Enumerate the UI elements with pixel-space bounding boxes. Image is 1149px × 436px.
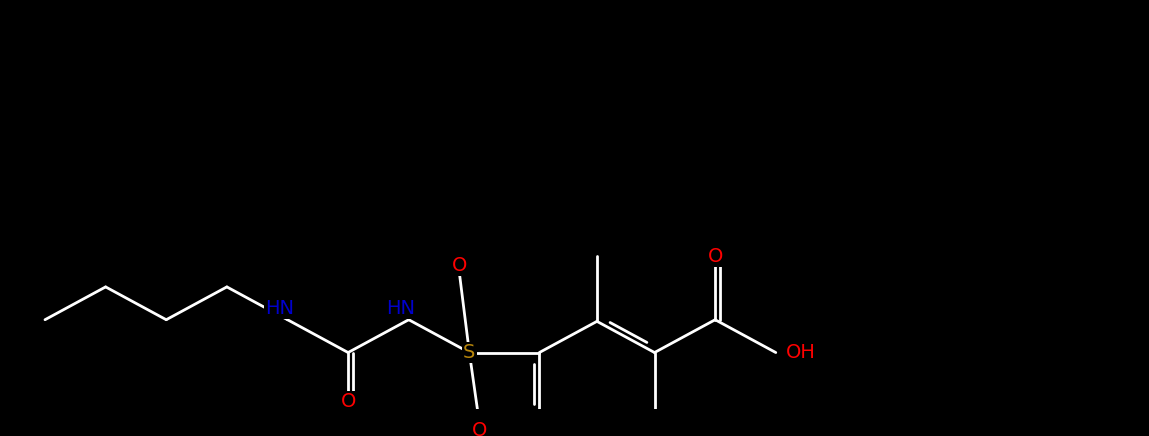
Text: OH: OH <box>786 343 816 362</box>
Text: HN: HN <box>386 299 415 318</box>
Text: O: O <box>708 247 723 266</box>
Text: S: S <box>463 343 476 362</box>
Text: O: O <box>472 421 487 436</box>
Text: O: O <box>340 392 356 411</box>
Text: O: O <box>452 256 466 275</box>
Text: HN: HN <box>265 299 294 318</box>
